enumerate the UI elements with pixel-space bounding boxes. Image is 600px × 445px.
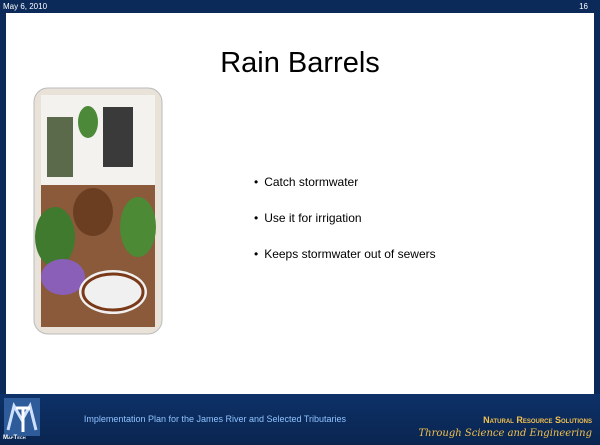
- slide-number: 16: [579, 2, 588, 11]
- slide-title: Rain Barrels: [220, 47, 380, 79]
- top-bar: May 6, 2010 16: [0, 0, 600, 13]
- footer-right-title: Natural Resource Solutions: [483, 415, 592, 425]
- logo: [4, 398, 40, 436]
- photo: [33, 87, 163, 335]
- bullet: Catch stormwater: [254, 175, 436, 189]
- footer-center: Implementation Plan for the James River …: [83, 414, 347, 424]
- bullet: Use it for irrigation: [254, 211, 436, 225]
- content: Rain Barrels Catch stormwater Use it for…: [6, 13, 594, 394]
- date: May 6, 2010: [3, 2, 48, 11]
- bullet: Keeps stormwater out of sewers: [254, 247, 435, 261]
- bullet-list: Catch stormwater Use it for irrigation K…: [254, 175, 436, 283]
- footer-tagline: Through Science and Engineering: [418, 428, 593, 439]
- footer: MapTech Implementation Plan for the Jame…: [0, 394, 600, 445]
- logo-text: MapTech: [3, 435, 26, 441]
